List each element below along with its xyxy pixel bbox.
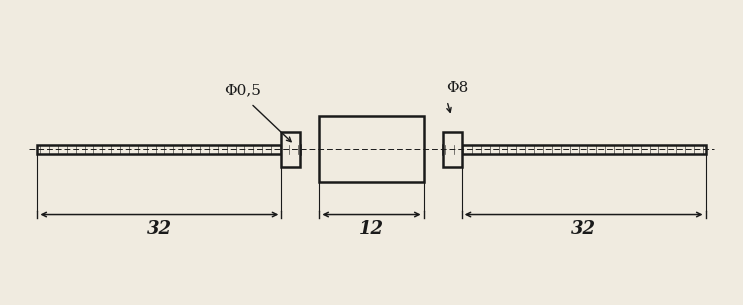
Text: Φ0,5: Φ0,5 bbox=[224, 83, 261, 97]
Bar bbox=[319, 117, 424, 182]
Text: 32: 32 bbox=[147, 220, 172, 238]
Bar bbox=[443, 132, 461, 167]
Bar bbox=[37, 145, 300, 154]
Bar bbox=[282, 132, 300, 167]
Bar bbox=[443, 145, 706, 154]
Text: 32: 32 bbox=[571, 220, 596, 238]
Text: 12: 12 bbox=[359, 220, 384, 238]
Text: Φ8: Φ8 bbox=[447, 81, 469, 95]
